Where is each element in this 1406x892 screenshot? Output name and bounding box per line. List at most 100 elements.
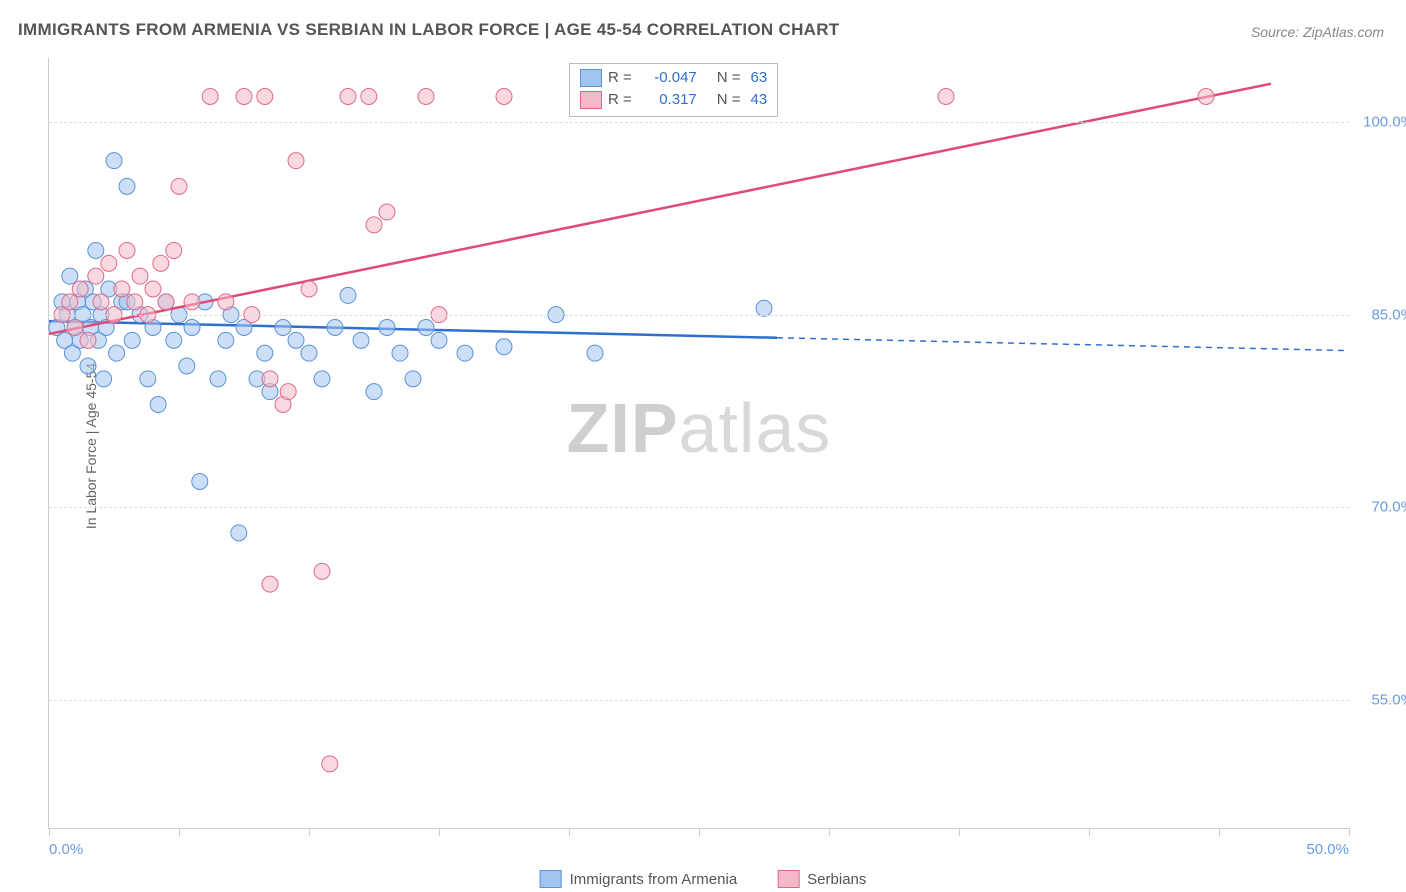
x-tick xyxy=(699,828,700,836)
data-point xyxy=(236,89,252,105)
data-point xyxy=(179,358,195,374)
legend-r-label: R = xyxy=(608,67,632,89)
data-point xyxy=(262,576,278,592)
data-point xyxy=(88,243,104,259)
x-tick xyxy=(49,828,50,836)
data-point xyxy=(96,371,112,387)
bottom-legend-label: Serbians xyxy=(807,871,866,888)
data-point xyxy=(301,345,317,361)
data-point xyxy=(88,268,104,284)
legend-n-value: 63 xyxy=(747,67,768,89)
data-point xyxy=(288,153,304,169)
legend-n-value: 43 xyxy=(747,89,768,111)
data-point xyxy=(366,384,382,400)
source-label: Source: xyxy=(1251,24,1299,40)
data-point xyxy=(379,204,395,220)
y-tick-label: 100.0% xyxy=(1354,114,1406,131)
legend-r-value: 0.317 xyxy=(638,89,697,111)
data-point xyxy=(127,294,143,310)
data-point xyxy=(262,371,278,387)
source-value: ZipAtlas.com xyxy=(1303,24,1384,40)
correlation-legend: R = -0.047 N = 63 R = 0.317 N = 43 xyxy=(569,63,778,117)
legend-swatch xyxy=(580,91,602,109)
data-point xyxy=(184,294,200,310)
legend-n-label: N = xyxy=(717,89,741,111)
gridline xyxy=(49,315,1349,316)
data-point xyxy=(166,243,182,259)
data-point xyxy=(166,332,182,348)
data-point xyxy=(340,89,356,105)
data-point xyxy=(1198,89,1214,105)
data-point xyxy=(218,332,234,348)
legend-n-label: N = xyxy=(717,67,741,89)
data-point xyxy=(218,294,234,310)
data-point xyxy=(62,294,78,310)
data-point xyxy=(257,345,273,361)
data-point xyxy=(301,281,317,297)
x-tick xyxy=(179,828,180,836)
data-point xyxy=(405,371,421,387)
data-point xyxy=(67,320,83,336)
bottom-legend-item: Immigrants from Armenia xyxy=(540,870,738,888)
legend-r-label: R = xyxy=(608,89,632,111)
data-point xyxy=(587,345,603,361)
bottom-legend: Immigrants from Armenia Serbians xyxy=(540,870,867,888)
data-point xyxy=(101,255,117,271)
legend-row: R = -0.047 N = 63 xyxy=(580,67,767,89)
data-point xyxy=(119,243,135,259)
data-point xyxy=(153,255,169,271)
data-point xyxy=(109,345,125,361)
plot-svg xyxy=(49,58,1349,828)
data-point xyxy=(314,371,330,387)
data-point xyxy=(114,281,130,297)
data-point xyxy=(288,332,304,348)
x-tick xyxy=(959,828,960,836)
legend-row: R = 0.317 N = 43 xyxy=(580,89,767,111)
x-tick xyxy=(829,828,830,836)
data-point xyxy=(140,371,156,387)
x-tick xyxy=(309,828,310,836)
legend-swatch xyxy=(580,69,602,87)
x-tick xyxy=(439,828,440,836)
legend-swatch xyxy=(540,870,562,888)
data-point xyxy=(158,294,174,310)
data-point xyxy=(322,756,338,772)
data-point xyxy=(457,345,473,361)
chart-title: IMMIGRANTS FROM ARMENIA VS SERBIAN IN LA… xyxy=(18,20,840,40)
data-point xyxy=(379,320,395,336)
data-point xyxy=(62,268,78,284)
y-tick-label: 55.0% xyxy=(1354,691,1406,708)
data-point xyxy=(361,89,377,105)
data-point xyxy=(431,332,447,348)
data-point xyxy=(202,89,218,105)
chart-container: IMMIGRANTS FROM ARMENIA VS SERBIAN IN LA… xyxy=(0,0,1406,892)
bottom-legend-label: Immigrants from Armenia xyxy=(570,871,738,888)
data-point xyxy=(192,474,208,490)
data-point xyxy=(496,89,512,105)
data-point xyxy=(231,525,247,541)
gridline xyxy=(49,700,1349,701)
data-point xyxy=(418,89,434,105)
data-point xyxy=(184,320,200,336)
data-point xyxy=(124,332,140,348)
data-point xyxy=(496,339,512,355)
y-tick-label: 85.0% xyxy=(1354,306,1406,323)
data-point xyxy=(93,294,109,310)
data-point xyxy=(366,217,382,233)
data-point xyxy=(418,320,434,336)
data-point xyxy=(353,332,369,348)
data-point xyxy=(275,320,291,336)
data-point xyxy=(340,287,356,303)
data-point xyxy=(150,397,166,413)
chart-source: Source: ZipAtlas.com xyxy=(1251,24,1384,40)
data-point xyxy=(119,178,135,194)
data-point xyxy=(280,384,296,400)
data-point xyxy=(392,345,408,361)
bottom-legend-item: Serbians xyxy=(777,870,866,888)
x-tick xyxy=(1349,828,1350,836)
data-point xyxy=(106,153,122,169)
legend-r-value: -0.047 xyxy=(638,67,697,89)
data-point xyxy=(257,89,273,105)
data-point xyxy=(80,332,96,348)
data-point xyxy=(132,268,148,284)
